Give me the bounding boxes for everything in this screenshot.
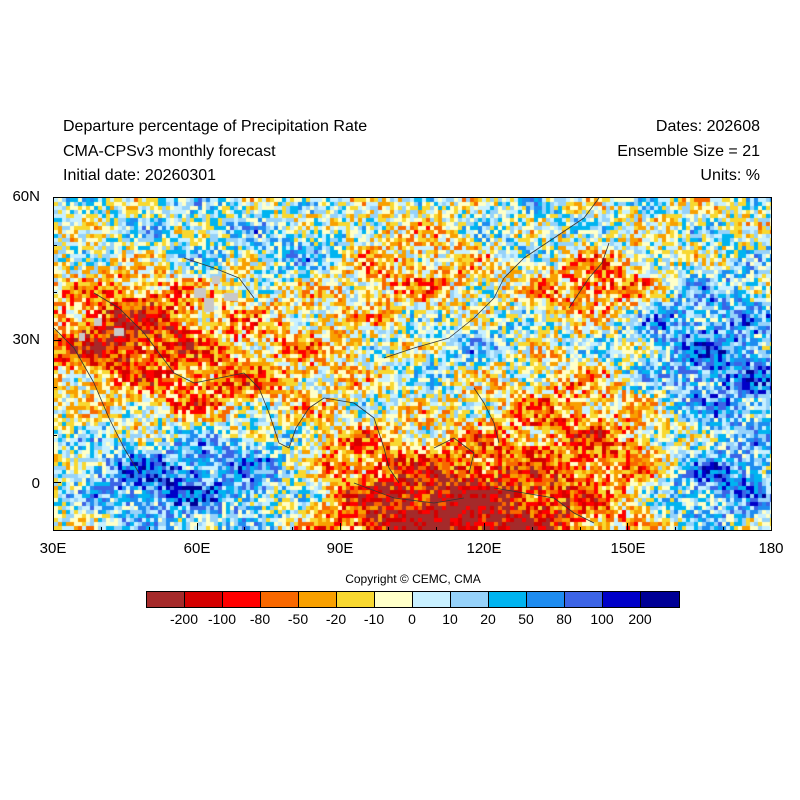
lat-tick [53,339,61,341]
colorbar-box [527,592,565,607]
colorbar-box [223,592,261,607]
lon-label-180: 180 [758,540,784,557]
lon-tick [483,523,485,531]
coastline-sumatra-java [353,482,465,504]
lon-tick [100,527,102,531]
coastlines [54,198,610,524]
lat-tick [53,387,57,389]
lat-label-30n: 30N [12,331,40,348]
colorbar-box [337,592,375,607]
map-panel [53,197,772,531]
coastline-arabia [93,292,245,384]
colorbar-box [147,592,185,607]
colorbar [146,591,680,608]
colorbar-label: 200 [628,611,652,627]
coastline-india [243,372,325,449]
model-subtitle: CMA-CPSv3 monthly forecast [63,143,276,160]
colorbar-box [603,592,641,607]
coastline-caspian [183,257,255,299]
lat-tick [53,434,57,436]
colorbar-label: 10 [442,611,458,627]
colorbar-box [375,592,413,607]
colorbar-label: -20 [325,611,347,627]
colorbar-box [451,592,489,607]
lon-tick [53,523,54,531]
lon-tick [627,523,629,531]
lat-label-0: 0 [31,475,40,492]
coastline-philippines [473,387,500,444]
lon-label-90e: 90E [326,540,354,557]
lon-tick [340,523,342,531]
lat-tick [53,197,61,198]
colorbar-label: 80 [556,611,572,627]
valid-dates: Dates: 202608 [655,118,760,135]
colorbar-label: -200 [169,611,199,627]
lon-tick [579,527,581,531]
coastline-borneo [433,437,475,474]
coastline-china [383,277,505,359]
initial-date: Initial date: 20260301 [63,167,217,184]
lon-tick [244,527,246,531]
colorbar-label: 0 [408,611,416,627]
precip-anomaly-field [54,198,771,530]
colorbar-box [185,592,223,607]
colorbar-box [261,592,299,607]
lon-tick [196,523,198,531]
coastline-japan [568,242,610,309]
lon-tick [148,527,150,531]
lon-label-150e: 150E [610,540,646,557]
lat-tick [53,244,57,246]
units-label: Units: % [700,167,760,184]
colorbar-label: 100 [590,611,614,627]
colorbar-box [641,592,679,607]
colorbar-label: 20 [480,611,496,627]
colorbar-box [413,592,451,607]
coastline-new-guinea [493,487,595,524]
lon-tick [771,523,772,531]
lon-label-60e: 60E [183,540,211,557]
coastline-east-asia [503,198,600,279]
colorbar-box [299,592,337,607]
colorbar-label: -50 [287,611,309,627]
colorbar-label: 50 [518,611,534,627]
lon-tick [675,527,677,531]
ensemble-size: Ensemble Size = 21 [617,143,760,160]
lon-label-120e: 120E [466,540,502,557]
colorbar-label: -80 [249,611,271,627]
lon-tick [388,527,390,531]
map-title: Departure percentage of Precipitation Ra… [63,118,368,135]
coastline-indochina [323,397,400,484]
coastline-africa [54,327,140,474]
lon-label-30e: 30E [39,540,67,557]
lat-label-60n: 60N [12,188,40,205]
colorbar-box [565,592,603,607]
lon-tick [531,527,533,531]
lat-tick [53,482,61,484]
lat-tick [53,530,57,531]
colorbar-label: -10 [363,611,385,627]
colorbar-label: -100 [207,611,237,627]
colorbar-box [489,592,527,607]
copyright-notice: Copyright © CEMC, CMA [345,572,481,586]
lon-tick [723,527,725,531]
lat-tick [53,292,57,294]
lon-tick [292,527,294,531]
lon-tick [435,527,437,531]
